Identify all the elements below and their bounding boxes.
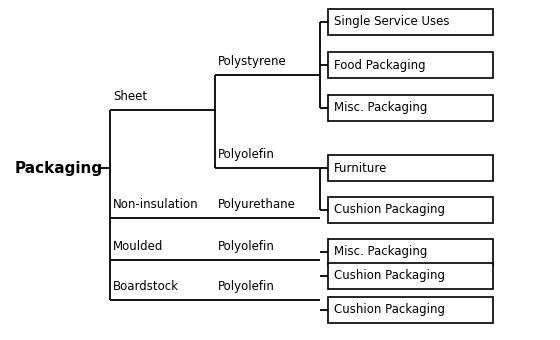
Text: Food Packaging: Food Packaging [334, 58, 426, 71]
Text: Polyolefin: Polyolefin [218, 148, 275, 161]
FancyBboxPatch shape [328, 297, 493, 323]
Text: Moulded: Moulded [113, 240, 164, 253]
Text: Polyolefin: Polyolefin [218, 240, 275, 253]
Text: Non-insulation: Non-insulation [113, 198, 199, 211]
Text: Polyolefin: Polyolefin [218, 280, 275, 293]
FancyBboxPatch shape [328, 52, 493, 78]
FancyBboxPatch shape [328, 197, 493, 223]
FancyBboxPatch shape [328, 155, 493, 181]
Text: Cushion Packaging: Cushion Packaging [334, 304, 445, 317]
Text: Sheet: Sheet [113, 90, 147, 103]
Text: Cushion Packaging: Cushion Packaging [334, 270, 445, 283]
Text: Polyurethane: Polyurethane [218, 198, 296, 211]
Text: Misc. Packaging: Misc. Packaging [334, 245, 427, 258]
Text: Cushion Packaging: Cushion Packaging [334, 204, 445, 217]
Text: Packaging: Packaging [15, 160, 103, 175]
FancyBboxPatch shape [328, 95, 493, 121]
Text: Polystyrene: Polystyrene [218, 55, 287, 68]
Text: Boardstock: Boardstock [113, 280, 179, 293]
FancyBboxPatch shape [328, 263, 493, 289]
Text: Misc. Packaging: Misc. Packaging [334, 102, 427, 115]
Text: Furniture: Furniture [334, 162, 388, 174]
Text: Single Service Uses: Single Service Uses [334, 16, 450, 29]
FancyBboxPatch shape [328, 9, 493, 35]
FancyBboxPatch shape [328, 239, 493, 265]
